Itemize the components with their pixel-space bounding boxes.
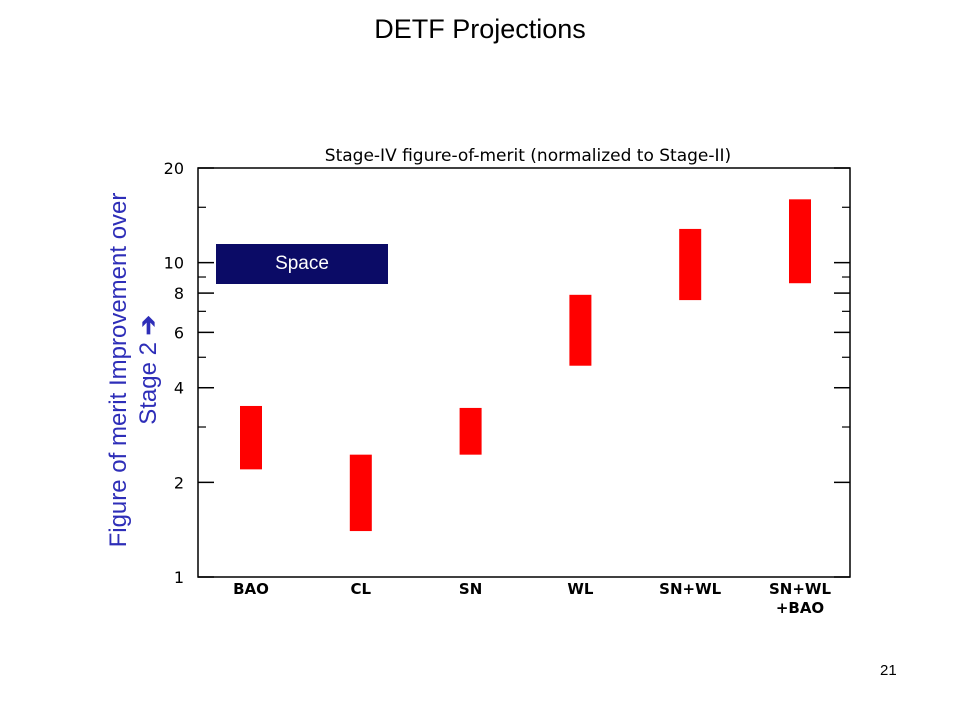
range-bar xyxy=(459,407,482,455)
y-tick-label: 6 xyxy=(174,323,184,342)
y-tick-label: 20 xyxy=(164,159,184,178)
page-number: 21 xyxy=(880,662,897,679)
arrow-right-icon: ➔ xyxy=(135,315,162,336)
range-bar xyxy=(679,228,702,301)
x-tick-label: +BAO xyxy=(776,599,824,617)
y-tick-label: 4 xyxy=(174,379,184,398)
y-tick-label: 10 xyxy=(164,254,184,273)
plot-frame xyxy=(197,167,851,578)
range-bar xyxy=(349,454,372,532)
slide-title: DETF Projections xyxy=(374,14,586,44)
bars xyxy=(240,199,811,532)
legend-space: Space xyxy=(216,244,388,284)
x-tick-label: SN+WL xyxy=(659,580,721,598)
y-tick-label: 8 xyxy=(174,284,184,303)
x-tick-label: CL xyxy=(351,580,372,598)
y-tick-label: 2 xyxy=(174,473,184,492)
legend-label: Space xyxy=(275,253,329,274)
chart-title: Stage-IV figure-of-merit (normalized to … xyxy=(325,146,731,166)
y-axis-ticks: 1 2 4 6 8 10 20 xyxy=(164,159,850,587)
y-tick-label: 1 xyxy=(174,568,184,587)
range-bar xyxy=(240,405,262,470)
x-tick-label: BAO xyxy=(233,580,269,598)
y-axis-title-line1: Figure of merit Improvement over xyxy=(105,192,132,548)
range-bar xyxy=(569,294,592,366)
x-tick-label: SN xyxy=(459,580,482,598)
y-axis-title-line2: Stage 2 xyxy=(135,342,162,425)
y-axis-title: Figure of merit Improvement over Stage 2… xyxy=(104,130,164,610)
range-bar xyxy=(789,199,811,284)
x-axis-labels: BAO CL SN WL SN+WL SN+WL+BAO xyxy=(233,580,831,617)
x-tick-label: SN+WL xyxy=(769,580,831,598)
x-tick-label: WL xyxy=(567,580,594,598)
